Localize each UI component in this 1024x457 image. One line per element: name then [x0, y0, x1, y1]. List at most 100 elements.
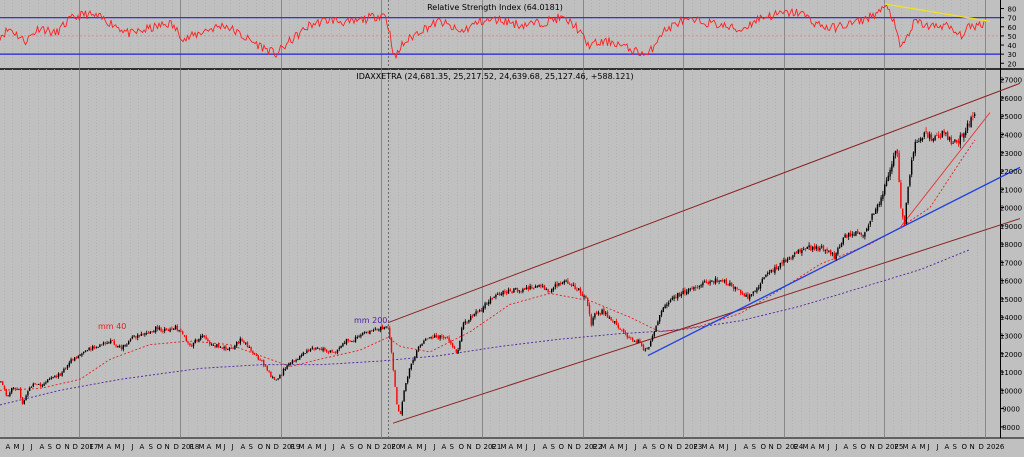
candle-body — [765, 274, 767, 278]
candle-body — [257, 355, 259, 360]
candle-body — [695, 287, 697, 289]
candle-body — [263, 360, 265, 366]
price-tick-label: 20000 — [1000, 205, 1022, 213]
candle-body — [732, 285, 735, 289]
candle-body — [896, 149, 898, 154]
x-tick-label: O — [459, 443, 465, 451]
x-tick-label: M — [601, 443, 607, 451]
candle-body — [608, 317, 610, 319]
candle-body — [387, 327, 389, 329]
candle-body — [335, 351, 337, 353]
candle-body — [916, 142, 918, 143]
candle-body — [513, 288, 515, 293]
candle-body — [534, 286, 537, 288]
candle-body — [34, 383, 36, 385]
candle-body — [284, 369, 286, 370]
x-tick-label: O — [861, 443, 867, 451]
candle-body — [704, 281, 706, 283]
candle-body — [903, 215, 906, 225]
x-tick-label: J — [122, 443, 125, 451]
candle-body — [497, 293, 499, 295]
x-tick-label: 2018 — [182, 443, 200, 451]
candle-body — [630, 337, 632, 339]
candle-body — [380, 326, 382, 331]
candle-body — [434, 335, 436, 338]
candle-body — [644, 349, 646, 351]
candle-body — [165, 328, 168, 330]
candle-body — [619, 328, 621, 330]
candle-body — [547, 289, 549, 292]
x-tick-label: M — [417, 443, 423, 451]
candle-body — [317, 347, 319, 349]
price-tick-label: 8000 — [1002, 424, 1020, 432]
candle-body — [358, 336, 360, 338]
candle-body — [349, 340, 351, 342]
candle-body — [725, 279, 727, 285]
candle-body — [293, 360, 295, 362]
candle-body — [682, 290, 684, 295]
candle-body — [545, 289, 547, 291]
candle-body — [115, 345, 117, 347]
candle-body — [407, 377, 409, 383]
x-tick-label: O — [358, 443, 364, 451]
candle-body — [842, 237, 844, 244]
candle-body — [299, 355, 301, 360]
candle-body — [626, 333, 628, 338]
x-tick-label: N — [668, 443, 673, 451]
candle-body — [642, 345, 645, 351]
candle-body — [857, 230, 859, 234]
x-tick-label: O — [962, 443, 968, 451]
candle-body — [887, 175, 889, 181]
candle-body — [509, 289, 511, 291]
x-tick-label: J — [927, 443, 930, 451]
candle-body — [99, 344, 101, 347]
candle-body — [858, 232, 861, 234]
ma40-line — [0, 139, 976, 391]
x-tick-label: S — [853, 443, 858, 451]
candle-body — [855, 231, 857, 236]
candle-body — [120, 346, 123, 349]
candle-body — [538, 284, 540, 287]
candle-body — [639, 339, 641, 343]
x-tick-label: D — [777, 443, 782, 451]
candle-body — [606, 312, 609, 318]
candle-body — [849, 233, 852, 236]
candle-body — [831, 252, 834, 254]
candle-body — [300, 355, 303, 357]
candle-body — [124, 345, 126, 346]
candle-body — [821, 246, 823, 248]
candle-body — [383, 327, 385, 330]
candle-body — [614, 321, 616, 323]
candle-body — [459, 340, 461, 350]
candle-body — [720, 280, 722, 282]
candle-body — [907, 187, 909, 203]
x-tick-label: N — [65, 443, 70, 451]
candle-body — [408, 368, 411, 378]
candle-body — [828, 251, 830, 252]
x-tick-label: M — [14, 443, 20, 451]
candle-body — [560, 283, 562, 285]
candle-body — [763, 277, 765, 279]
candle-body — [506, 291, 508, 294]
candle-body — [729, 282, 731, 286]
candle-body — [952, 143, 954, 144]
candle-body — [873, 214, 875, 215]
candle-body — [117, 346, 119, 348]
x-tick-label: A — [140, 443, 145, 451]
candle-body — [9, 392, 11, 396]
candle-body — [961, 133, 963, 137]
candle-body — [947, 132, 949, 141]
candle-body — [551, 288, 553, 292]
candle-body — [468, 319, 470, 323]
rsi-tick-label: 70 — [1008, 15, 1017, 23]
candle-body — [126, 344, 128, 346]
candle-body — [329, 350, 331, 352]
candle-body — [936, 135, 938, 136]
candle-body — [176, 326, 178, 331]
candle-body — [178, 330, 180, 331]
candle-body — [356, 337, 358, 338]
candle-body — [516, 288, 519, 292]
ma200-label: mm 200 — [354, 316, 387, 325]
candle-body — [520, 291, 522, 292]
